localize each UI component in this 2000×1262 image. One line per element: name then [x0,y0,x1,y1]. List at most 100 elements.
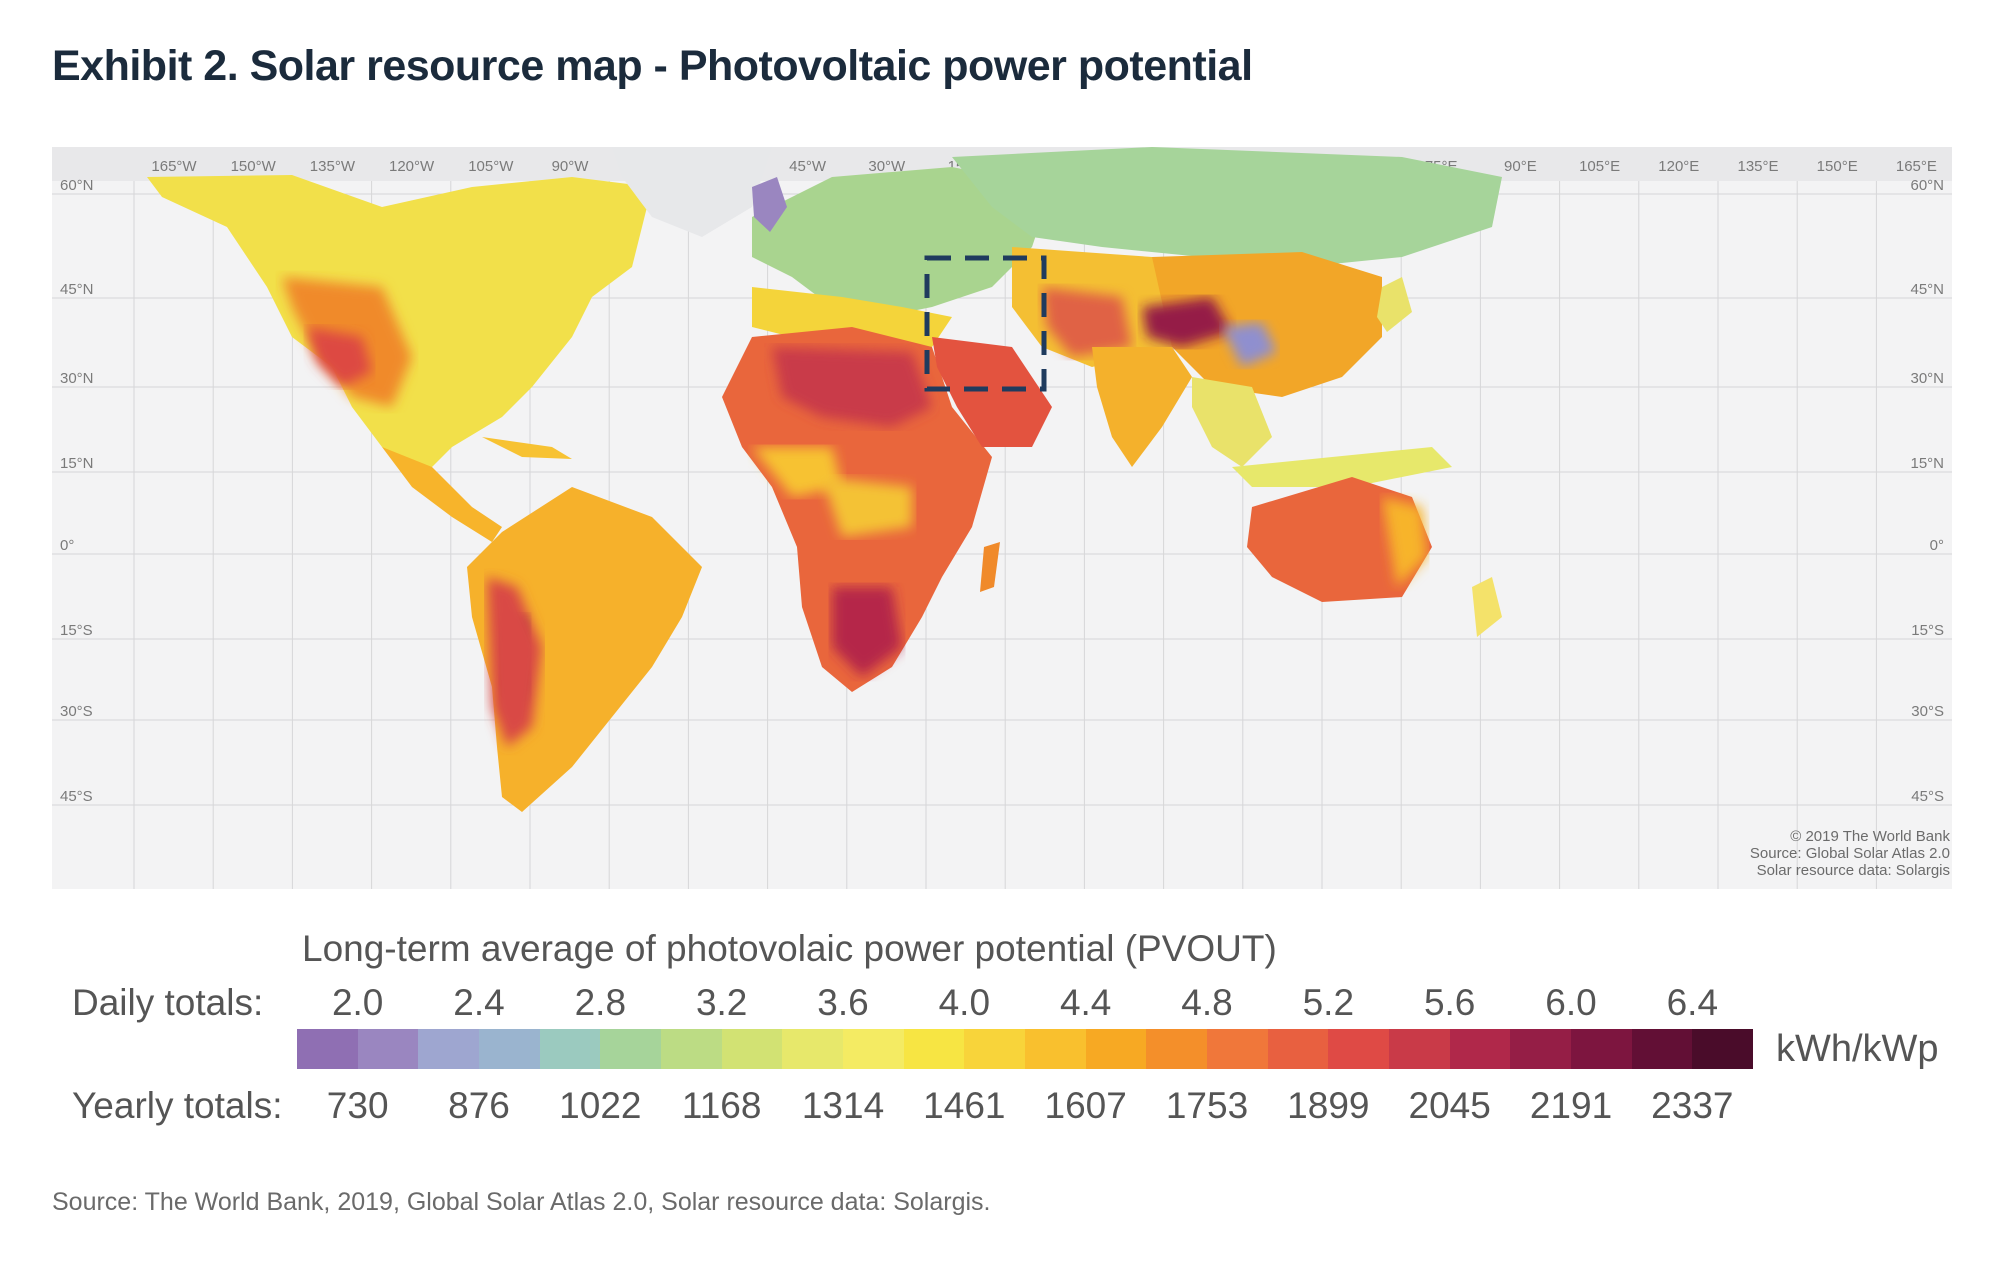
southern-africa [832,587,902,677]
yearly-tick: 1314 [801,1085,885,1126]
central-africa [822,477,912,537]
daily-tick: 2.8 [574,982,627,1023]
latitude-label: 15°N [60,455,94,472]
legend-color-cell [721,1029,783,1069]
latitude-label: 60°N [1910,177,1944,194]
legend-color-cell [1389,1029,1450,1069]
world-map-svg: 165°W150°W135°W120°W105°W90°W75°W60°W45°… [52,147,1952,889]
longitude-label: 120°W [389,158,435,175]
daily-tick: 2.0 [331,982,384,1023]
yearly-tick: 876 [448,1085,510,1126]
arabian-peninsula [932,337,1052,447]
japan [1377,277,1412,332]
longitude-label: 105°E [1579,158,1620,175]
yearly-tick: 1753 [1165,1085,1249,1126]
uk-ireland [752,177,787,232]
legend-color-cell [1510,1029,1572,1069]
legend-unit: kWh/kWp [1776,1028,1939,1070]
legend-color-cell [964,1029,1026,1069]
yearly-tick: 2045 [1408,1085,1491,1126]
legend-color-cell [1631,1029,1693,1069]
yearly-tick: 730 [326,1085,389,1126]
legend-color-cell [418,1029,480,1069]
daily-totals-label: Daily totals: [72,982,264,1023]
daily-ticks: 2.0 2.4 2.8 3.2 3.6 4.0 4.4 4.8 5.2 5.6 6.0 6.4 [0,982,2000,1026]
legend-color-cell [1328,1029,1390,1069]
yearly-ticks: 730 876 1022 1168 1314 1461 1607 1753 1899 2045 21… [0,1085,2000,1129]
australia-coast [1382,497,1427,587]
europe [752,167,1052,317]
legend-color-cell [661,1029,722,1069]
legend-color-cell [479,1029,540,1069]
legend-color-cell [1085,1029,1147,1069]
longitude-label: 165°W [151,158,197,175]
caribbean [482,437,572,459]
latitude-label: 45°S [60,788,93,805]
latitude-label: 0° [60,537,74,554]
west-africa-gulf [752,447,842,497]
north-america [147,175,652,477]
legend-color-cell [297,1029,358,1069]
legend-color-cell [1207,1029,1268,1069]
solar-map: 165°W150°W135°W120°W105°W90°W75°W60°W45°… [52,147,1952,889]
page-title: Exhibit 2. Solar resource map - Photovol… [52,42,1253,90]
longitude-label: 90°W [552,158,590,175]
latitude-label: 45°N [1910,281,1944,298]
yearly-tick: 2191 [1529,1085,1613,1126]
latitude-label: 30°N [1910,370,1944,387]
middle-east-highlight-box [924,255,1047,392]
legend-color-cell [1267,1029,1329,1069]
new-zealand [1472,577,1502,637]
southeast-asia [1192,377,1272,467]
latitude-label: 15°N [1910,455,1944,472]
china [1152,252,1382,397]
india [1092,347,1192,467]
latitude-labels: 60°N 60°N 45°N 45°N 30°N 30°N 15°N 15°N 0° 0° 15°S… [60,177,1944,805]
legend-color-cell [600,1029,662,1069]
daily-tick: 3.2 [695,982,748,1023]
daily-tick: 3.6 [817,982,869,1023]
daily-tick: 6.4 [1666,982,1719,1023]
credit-line: © 2019 The World Bank [1790,828,1950,845]
longitude-label: 150°E [1817,158,1858,175]
latitude-label: 60°N [60,177,94,194]
source-note: Source: The World Bank, 2019, Global Sol… [52,1188,991,1216]
legend-color-cell [903,1029,965,1069]
longitude-label: 150°W [231,158,277,175]
credit-line: Source: Global Solar Atlas 2.0 [1749,845,1950,862]
longitude-label: 135°W [310,158,356,175]
longitude-label: 105°W [468,158,514,175]
daily-tick: 2.4 [453,982,505,1023]
indonesia [1232,447,1452,487]
yearly-tick: 1168 [681,1085,762,1126]
legend-title: Long-term average of photovolaic power p… [302,928,1277,969]
mexico-desert [307,327,372,387]
legend-color-cell [1571,1029,1632,1069]
yearly-tick: 1461 [923,1085,1006,1126]
latitude-label: 30°S [60,703,93,720]
greenland [612,147,772,237]
latitude-label: 30°S [1911,703,1944,720]
longitude-label: 30°W [868,158,906,175]
yearly-tick: 2337 [1651,1085,1734,1126]
sahara-core [772,347,932,427]
latitude-label: 0° [1930,537,1944,554]
russia [952,147,1502,267]
latitude-label: 15°S [60,622,93,639]
longitude-label: 135°E [1737,158,1778,175]
yearly-totals-label: Yearly totals: [72,1085,283,1126]
daily-tick: 6.0 [1545,982,1597,1023]
legend-color-cell [357,1029,419,1069]
legend-color-cell [843,1029,904,1069]
latitude-label: 30°N [60,370,94,387]
legend-color-cell [1025,1029,1086,1069]
daily-tick: 4.8 [1181,982,1233,1023]
legend-color-cell [1146,1029,1208,1069]
longitude-label: 45°W [789,158,827,175]
daily-tick: 4.4 [1059,982,1112,1023]
daily-tick: 5.2 [1302,982,1355,1023]
tibet [1142,297,1232,347]
longitude-label: 90°E [1504,158,1537,175]
credit-line: Solar resource data: Solargis [1756,862,1950,879]
yearly-tick: 1607 [1044,1085,1127,1126]
